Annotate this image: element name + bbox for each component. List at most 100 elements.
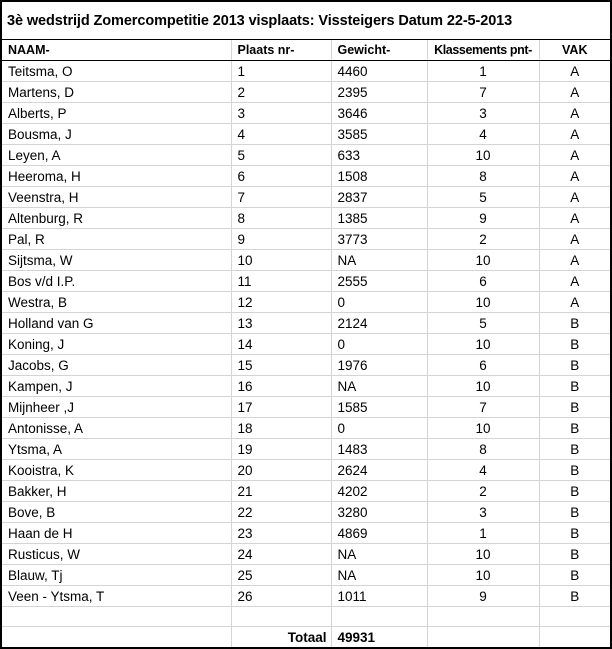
cell-naam: Bakker, H [2, 480, 232, 502]
cell-vak: B [539, 375, 610, 397]
sheet-title: 3è wedstrijd Zomercompetitie 2013 vispla… [2, 2, 610, 40]
cell-vak: B [539, 501, 610, 523]
spacer-row [2, 606, 610, 627]
cell-gewicht: NA [331, 564, 428, 586]
cell-pnt: 3 [427, 501, 540, 523]
cell-gewicht: 633 [331, 144, 428, 166]
table-body: Teitsma, O 1 4460 1 A Martens, D 2 2395 … [2, 60, 610, 607]
cell-plaats: 25 [231, 564, 332, 586]
table-row: Leyen, A 5 633 10 A [2, 144, 610, 166]
cell-vak: B [539, 564, 610, 586]
cell-vak: B [539, 543, 610, 565]
table-row: Rusticus, W 24 NA 10 B [2, 543, 610, 565]
cell-vak: A [539, 60, 610, 82]
cell-naam: Haan de H [2, 522, 232, 544]
empty-cell [427, 606, 540, 627]
cell-plaats: 14 [231, 333, 332, 355]
empty-cell [539, 606, 610, 627]
cell-vak: A [539, 291, 610, 313]
cell-vak: A [539, 102, 610, 124]
cell-naam: Bove, B [2, 501, 232, 523]
cell-gewicht: 4460 [331, 60, 428, 82]
cell-naam: Antonisse, A [2, 417, 232, 439]
cell-naam: Altenburg, R [2, 207, 232, 229]
cell-pnt: 10 [427, 249, 540, 271]
table-row: Bos v/d I.P. 11 2555 6 A [2, 270, 610, 292]
cell-vak: B [539, 438, 610, 460]
cell-naam: Bos v/d I.P. [2, 270, 232, 292]
cell-naam: Teitsma, O [2, 60, 232, 82]
cell-gewicht: 3773 [331, 228, 428, 250]
results-table: NAAM- Plaats nr- Gewicht- Klassements pn… [2, 40, 610, 647]
cell-gewicht: NA [331, 543, 428, 565]
cell-vak: A [539, 165, 610, 187]
header-row: NAAM- Plaats nr- Gewicht- Klassements pn… [2, 40, 610, 61]
cell-gewicht: 1508 [331, 165, 428, 187]
cell-plaats: 18 [231, 417, 332, 439]
column-header-naam: NAAM- [2, 40, 232, 61]
cell-vak: A [539, 123, 610, 145]
cell-plaats: 22 [231, 501, 332, 523]
cell-plaats: 23 [231, 522, 332, 544]
table-row: Kampen, J 16 NA 10 B [2, 375, 610, 397]
cell-naam: Westra, B [2, 291, 232, 313]
cell-plaats: 17 [231, 396, 332, 418]
cell-naam: Sijtsma, W [2, 249, 232, 271]
table-row: Bove, B 22 3280 3 B [2, 501, 610, 523]
cell-plaats: 12 [231, 291, 332, 313]
table-footer: Totaal 49931 [2, 606, 610, 647]
cell-plaats: 9 [231, 228, 332, 250]
cell-plaats: 6 [231, 165, 332, 187]
cell-plaats: 16 [231, 375, 332, 397]
cell-pnt: 10 [427, 564, 540, 586]
cell-naam: Kampen, J [2, 375, 232, 397]
cell-vak: B [539, 354, 610, 376]
cell-gewicht: 3585 [331, 123, 428, 145]
cell-pnt: 6 [427, 270, 540, 292]
cell-pnt: 9 [427, 585, 540, 607]
column-header-plaats: Plaats nr- [231, 40, 332, 61]
table-row: Haan de H 23 4869 1 B [2, 522, 610, 544]
cell-vak: B [539, 480, 610, 502]
cell-vak: A [539, 186, 610, 208]
cell-vak: A [539, 81, 610, 103]
cell-naam: Bousma, J [2, 123, 232, 145]
table-header: NAAM- Plaats nr- Gewicht- Klassements pn… [2, 40, 610, 61]
cell-gewicht: 3646 [331, 102, 428, 124]
cell-naam: Jacobs, G [2, 354, 232, 376]
table-row: Pal, R 9 3773 2 A [2, 228, 610, 250]
cell-naam: Heeroma, H [2, 165, 232, 187]
cell-pnt: 3 [427, 102, 540, 124]
cell-vak: A [539, 144, 610, 166]
cell-vak: B [539, 522, 610, 544]
cell-naam: Blauw, Tj [2, 564, 232, 586]
cell-gewicht: NA [331, 375, 428, 397]
cell-pnt: 10 [427, 543, 540, 565]
cell-vak: B [539, 312, 610, 334]
cell-pnt: 10 [427, 417, 540, 439]
table-row: Martens, D 2 2395 7 A [2, 81, 610, 103]
cell-vak: A [539, 249, 610, 271]
cell-plaats: 21 [231, 480, 332, 502]
cell-plaats: 24 [231, 543, 332, 565]
cell-gewicht: 2124 [331, 312, 428, 334]
empty-cell [231, 606, 332, 627]
cell-naam: Rusticus, W [2, 543, 232, 565]
table-row: Teitsma, O 1 4460 1 A [2, 60, 610, 82]
cell-naam: Ytsma, A [2, 438, 232, 460]
cell-pnt: 7 [427, 81, 540, 103]
cell-gewicht: 3280 [331, 501, 428, 523]
cell-plaats: 26 [231, 585, 332, 607]
cell-vak: B [539, 417, 610, 439]
total-label: Totaal [231, 626, 332, 647]
table-row: Jacobs, G 15 1976 6 B [2, 354, 610, 376]
cell-pnt: 8 [427, 438, 540, 460]
cell-vak: B [539, 333, 610, 355]
table-row: Veenstra, H 7 2837 5 A [2, 186, 610, 208]
cell-pnt: 9 [427, 207, 540, 229]
table-row: Koning, J 14 0 10 B [2, 333, 610, 355]
cell-naam: Alberts, P [2, 102, 232, 124]
cell-pnt: 10 [427, 144, 540, 166]
table-row: Alberts, P 3 3646 3 A [2, 102, 610, 124]
